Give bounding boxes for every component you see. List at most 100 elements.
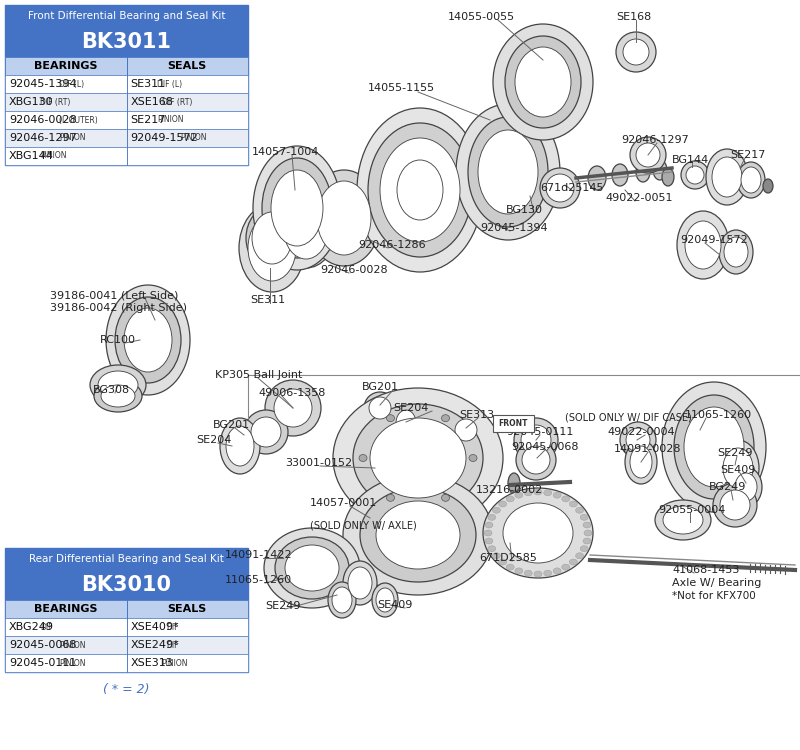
Ellipse shape <box>115 297 181 383</box>
Ellipse shape <box>246 206 298 270</box>
Text: 14055-0055: 14055-0055 <box>448 12 515 22</box>
Ellipse shape <box>515 568 523 574</box>
Bar <box>5 93 126 111</box>
Text: 92045-1394: 92045-1394 <box>9 79 77 89</box>
Text: FRONT: FRONT <box>498 419 528 428</box>
Ellipse shape <box>271 170 323 246</box>
Ellipse shape <box>285 545 339 591</box>
Ellipse shape <box>663 506 703 534</box>
Text: DIF (RT): DIF (RT) <box>40 98 70 106</box>
Text: 39186-0041 (Left Side): 39186-0041 (Left Side) <box>50 290 178 300</box>
Text: 92049-1572: 92049-1572 <box>130 133 198 143</box>
Ellipse shape <box>396 410 416 436</box>
Ellipse shape <box>485 522 493 528</box>
Ellipse shape <box>677 211 729 279</box>
Ellipse shape <box>706 149 748 205</box>
Text: BK3011: BK3011 <box>82 32 171 52</box>
Ellipse shape <box>90 365 146 405</box>
Ellipse shape <box>456 104 560 240</box>
Bar <box>5 5 248 27</box>
Ellipse shape <box>763 179 773 193</box>
Ellipse shape <box>488 514 496 520</box>
Text: PINION: PINION <box>181 134 207 142</box>
Ellipse shape <box>252 212 292 264</box>
Text: BG130: BG130 <box>506 205 543 215</box>
Ellipse shape <box>630 137 666 173</box>
Text: 14091-1422: 14091-1422 <box>225 550 293 560</box>
Ellipse shape <box>712 157 742 197</box>
Ellipse shape <box>276 192 336 268</box>
Text: DIF: DIF <box>166 622 179 632</box>
Ellipse shape <box>723 448 753 488</box>
Ellipse shape <box>364 392 396 424</box>
Text: SE217: SE217 <box>130 115 166 125</box>
Text: DIF: DIF <box>166 640 179 650</box>
Ellipse shape <box>724 237 748 267</box>
Ellipse shape <box>534 571 542 577</box>
Ellipse shape <box>735 473 757 501</box>
Text: *Not for KFX700: *Not for KFX700 <box>672 591 756 601</box>
Ellipse shape <box>505 36 581 128</box>
Text: SEALS: SEALS <box>168 604 207 614</box>
Ellipse shape <box>522 446 550 474</box>
Ellipse shape <box>524 490 532 496</box>
Ellipse shape <box>588 166 606 190</box>
Ellipse shape <box>713 483 757 527</box>
Text: Rear Differential Bearing and Seal Kit: Rear Differential Bearing and Seal Kit <box>29 554 224 564</box>
Ellipse shape <box>370 418 466 498</box>
Ellipse shape <box>376 588 394 612</box>
Ellipse shape <box>583 538 591 544</box>
Text: 92045-0111: 92045-0111 <box>9 658 76 668</box>
Ellipse shape <box>226 426 254 466</box>
Bar <box>5 600 126 618</box>
Ellipse shape <box>300 193 310 207</box>
Ellipse shape <box>674 395 754 499</box>
Ellipse shape <box>368 123 472 257</box>
Bar <box>126 129 248 147</box>
Ellipse shape <box>584 530 592 536</box>
Text: BEARINGS: BEARINGS <box>34 61 98 71</box>
Ellipse shape <box>662 168 674 186</box>
Text: 92046-1297: 92046-1297 <box>9 133 77 143</box>
Ellipse shape <box>483 488 593 578</box>
Ellipse shape <box>478 130 538 214</box>
Ellipse shape <box>623 39 649 65</box>
Ellipse shape <box>662 382 766 512</box>
Ellipse shape <box>317 181 371 255</box>
Text: BG249: BG249 <box>709 482 746 492</box>
Text: 92046-1286: 92046-1286 <box>358 240 426 250</box>
Text: BK3010: BK3010 <box>82 575 171 595</box>
Ellipse shape <box>737 162 765 198</box>
Text: XBG130: XBG130 <box>9 97 54 107</box>
Ellipse shape <box>359 454 367 461</box>
Bar <box>5 27 248 57</box>
Text: 92045-0111: 92045-0111 <box>506 427 574 437</box>
Text: PINION: PINION <box>162 658 188 668</box>
Text: 41068-1453: 41068-1453 <box>672 565 739 575</box>
Ellipse shape <box>284 201 328 259</box>
Bar <box>5 618 126 636</box>
Text: (SOLD ONLY W/ AXLE): (SOLD ONLY W/ AXLE) <box>310 520 417 530</box>
Text: SE217: SE217 <box>730 150 766 160</box>
Ellipse shape <box>636 162 650 182</box>
Ellipse shape <box>498 559 506 565</box>
Ellipse shape <box>655 500 711 540</box>
Text: 14091-0028: 14091-0028 <box>614 444 682 454</box>
Bar <box>126 147 248 165</box>
Ellipse shape <box>730 467 762 507</box>
Text: 92045-1394: 92045-1394 <box>480 223 548 233</box>
Ellipse shape <box>720 490 750 520</box>
Ellipse shape <box>575 507 583 513</box>
Bar <box>5 636 126 654</box>
Text: (SOLD ONLY W/ DIF CASE): (SOLD ONLY W/ DIF CASE) <box>565 412 692 422</box>
Text: 92049-1572: 92049-1572 <box>680 235 748 245</box>
Ellipse shape <box>630 446 652 478</box>
Ellipse shape <box>612 164 628 186</box>
Text: BG201: BG201 <box>213 420 250 430</box>
Ellipse shape <box>101 385 135 407</box>
Ellipse shape <box>284 193 294 207</box>
Bar <box>126 75 248 93</box>
Ellipse shape <box>380 138 460 242</box>
Ellipse shape <box>376 501 460 569</box>
Text: 92046-0028: 92046-0028 <box>9 115 77 125</box>
